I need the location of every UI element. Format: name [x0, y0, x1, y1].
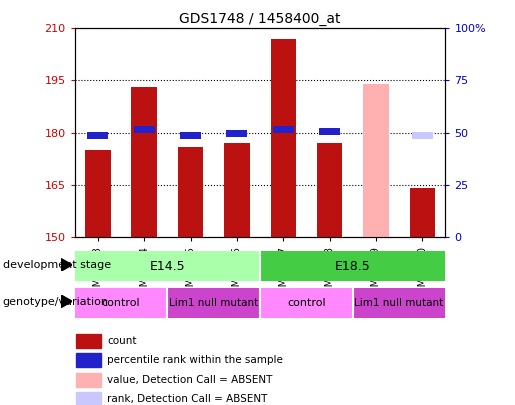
Bar	[227, 130, 247, 137]
Bar	[353, 288, 445, 318]
Bar	[260, 288, 353, 318]
Bar	[88, 132, 108, 139]
Bar	[178, 147, 203, 237]
Text: Lim1 null mutant: Lim1 null mutant	[354, 298, 444, 308]
Text: rank, Detection Call = ABSENT: rank, Detection Call = ABSENT	[107, 394, 268, 404]
Bar	[76, 373, 100, 386]
Bar	[75, 251, 260, 281]
Bar	[363, 84, 389, 237]
Text: control: control	[102, 298, 140, 308]
Text: development stage: development stage	[3, 260, 111, 270]
Text: value, Detection Call = ABSENT: value, Detection Call = ABSENT	[107, 375, 272, 385]
Bar	[76, 392, 100, 405]
Bar	[134, 126, 154, 133]
Text: E14.5: E14.5	[149, 260, 185, 273]
Bar	[75, 288, 167, 318]
Bar	[317, 143, 342, 237]
Bar	[224, 143, 250, 237]
Bar	[180, 132, 201, 139]
Bar	[76, 334, 100, 348]
Bar	[85, 150, 111, 237]
Bar	[319, 128, 340, 135]
Title: GDS1748 / 1458400_at: GDS1748 / 1458400_at	[179, 12, 341, 26]
Bar	[260, 251, 445, 281]
Text: E18.5: E18.5	[335, 260, 371, 273]
Bar	[167, 288, 260, 318]
Polygon shape	[61, 258, 72, 271]
Bar	[76, 354, 100, 367]
Text: count: count	[107, 336, 137, 346]
Bar	[409, 188, 435, 237]
Bar	[270, 39, 296, 237]
Bar	[412, 132, 433, 139]
Polygon shape	[61, 295, 72, 308]
Text: genotype/variation: genotype/variation	[3, 297, 109, 307]
Bar	[131, 87, 157, 237]
Bar	[273, 126, 294, 133]
Text: Lim1 null mutant: Lim1 null mutant	[169, 298, 259, 308]
Text: percentile rank within the sample: percentile rank within the sample	[107, 355, 283, 365]
Text: control: control	[287, 298, 325, 308]
